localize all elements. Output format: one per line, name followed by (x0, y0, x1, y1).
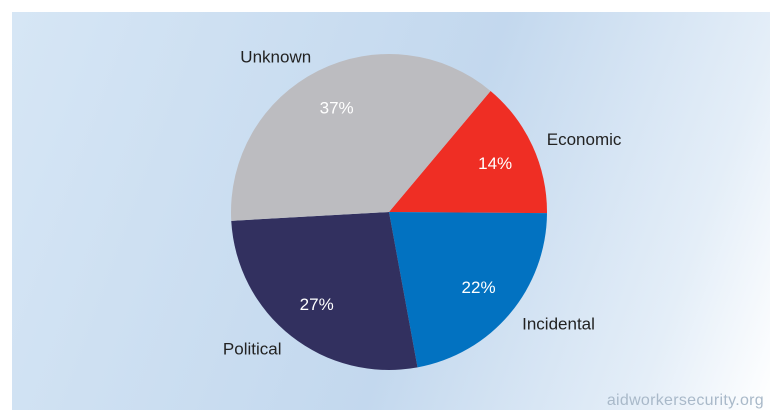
slice-percent-incidental: 22% (462, 278, 496, 297)
slice-percent-unknown: 37% (320, 98, 354, 117)
slice-label-unknown: Unknown (240, 48, 311, 67)
source-attribution: aidworkersecurity.org (606, 392, 764, 409)
slice-label-political: Political (223, 340, 282, 359)
pie-slice-economic (389, 90, 547, 214)
pie-slice-political (231, 212, 418, 370)
slice-percent-economic: 14% (478, 154, 512, 173)
slice-label-economic: Economic (547, 130, 622, 149)
pie-slice-unknown (230, 53, 491, 221)
slice-label-incidental: Incidental (522, 315, 595, 334)
slice-percent-political: 27% (300, 295, 334, 314)
pie-slice-incidental (389, 212, 547, 368)
